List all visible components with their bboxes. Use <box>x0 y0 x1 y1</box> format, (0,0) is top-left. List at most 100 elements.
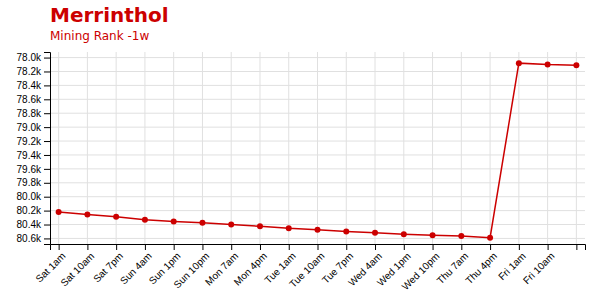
point <box>372 230 378 236</box>
line <box>59 63 577 238</box>
tick-label: Sat 10am <box>58 250 96 288</box>
grid-line <box>576 52 577 244</box>
grid-line <box>432 52 433 244</box>
tick-mark <box>576 244 577 250</box>
tick: Sat 10am <box>58 244 96 288</box>
tick-mark <box>44 155 50 156</box>
tick-mark <box>44 58 50 59</box>
tick-label: 79.8k <box>17 177 42 188</box>
tick-mark <box>490 244 491 250</box>
tick: 79.8k <box>17 177 50 188</box>
tick: 79.4k <box>17 150 50 161</box>
grid-line <box>547 52 548 244</box>
point <box>257 223 263 229</box>
tick-label: 79.2k <box>17 136 42 147</box>
tick-mark <box>548 244 549 250</box>
subtitle: Mining Rank -1w <box>50 29 149 43</box>
tick-mark <box>174 244 175 250</box>
tick-mark <box>44 169 50 170</box>
tick-label: Sun 10pm <box>171 250 211 290</box>
y-axis: 78.0k 78.2k 78.4k 78.6k 78.8k 79.0k 79.2k 79.4k… <box>17 52 51 244</box>
tick-mark <box>44 127 50 128</box>
tick-mark <box>44 197 50 198</box>
grid-line <box>288 52 289 244</box>
grid <box>50 52 585 244</box>
point <box>487 235 493 241</box>
tick-mark <box>44 238 50 239</box>
tick-label: 78.8k <box>17 108 42 119</box>
tick: 78.2k <box>17 66 50 77</box>
tick-mark <box>44 85 50 86</box>
tick: 79.2k <box>17 136 50 147</box>
tick-mark <box>44 225 50 226</box>
x-axis: Sat 1amSat 10amSat 7pmSun 4amSun 1pmSun … <box>33 244 585 292</box>
tick: 80.2k <box>17 205 50 216</box>
tick-mark <box>87 244 88 250</box>
tick: 78.4k <box>17 80 50 91</box>
grid-line <box>231 52 232 244</box>
tick: 79.6k <box>17 164 50 175</box>
point <box>430 232 436 238</box>
tick: 78.0k <box>17 52 50 63</box>
tick-mark <box>44 211 50 212</box>
tick: Tue 10am <box>287 244 326 290</box>
tick-label: 78.0k <box>17 52 42 63</box>
grid-line <box>144 52 145 244</box>
tick-mark <box>145 244 146 250</box>
tick-mark <box>116 244 117 250</box>
tick-mark <box>346 244 347 250</box>
tick-mark <box>289 244 290 250</box>
point <box>199 220 205 226</box>
point <box>315 227 321 233</box>
tick-label: Thu 4pm <box>463 250 499 286</box>
tick-label: 78.6k <box>17 94 42 105</box>
tick-label: 79.4k <box>17 150 42 161</box>
tick-mark <box>461 244 462 250</box>
tick-mark <box>318 244 319 250</box>
grid-line <box>346 52 347 244</box>
chart: MerrintholMining Rank -1w78.0k78.2k78.4k… <box>0 0 600 300</box>
tick-label: Wed 10pm <box>400 250 442 292</box>
point <box>401 231 407 237</box>
tick-mark <box>231 244 232 250</box>
point <box>228 222 234 228</box>
tick-mark <box>202 244 203 250</box>
tick: Fri 10am <box>521 244 557 286</box>
tick: 78.8k <box>17 108 50 119</box>
point <box>171 218 177 224</box>
point <box>458 233 464 239</box>
tick-mark <box>404 244 405 250</box>
tick: Mon 4pm <box>232 244 269 288</box>
grid-line <box>202 52 203 244</box>
point <box>113 214 119 220</box>
tick-label: 80.2k <box>17 205 42 216</box>
tick: Thu 4pm <box>463 244 499 286</box>
tick: 79.0k <box>17 122 50 133</box>
tick-mark <box>375 244 376 250</box>
point <box>56 209 62 215</box>
grid-line <box>461 52 462 244</box>
tick-mark <box>433 244 434 250</box>
tick: 80.4k <box>17 219 50 230</box>
grid-line <box>317 52 318 244</box>
tick-mark <box>59 244 60 250</box>
tick-mark <box>44 141 50 142</box>
tick: Wed 10pm <box>400 244 442 292</box>
tick-label: 80.4k <box>17 219 42 230</box>
tick-mark <box>44 71 50 72</box>
axis-line <box>44 53 51 245</box>
tick-label: 78.4k <box>17 80 42 91</box>
tick-label: Fri 10am <box>521 250 557 286</box>
point <box>142 217 148 223</box>
grid-line <box>58 52 59 244</box>
tick-label: 78.2k <box>17 66 42 77</box>
tick-label: 80.6k <box>17 233 42 244</box>
grid-line <box>259 52 260 244</box>
grid-line <box>518 52 519 244</box>
grid-line <box>375 52 376 244</box>
tick: 80.0k <box>17 191 50 202</box>
grid-line <box>490 52 491 244</box>
point <box>286 225 292 231</box>
tick-label: Mon 4pm <box>232 250 269 287</box>
tick: 78.6k <box>17 94 50 105</box>
